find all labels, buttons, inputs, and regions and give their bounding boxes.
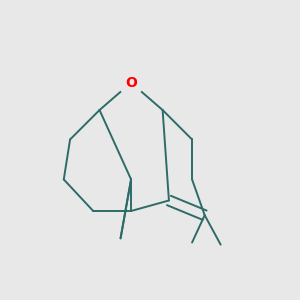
Circle shape (118, 70, 144, 95)
Text: O: O (125, 76, 137, 90)
